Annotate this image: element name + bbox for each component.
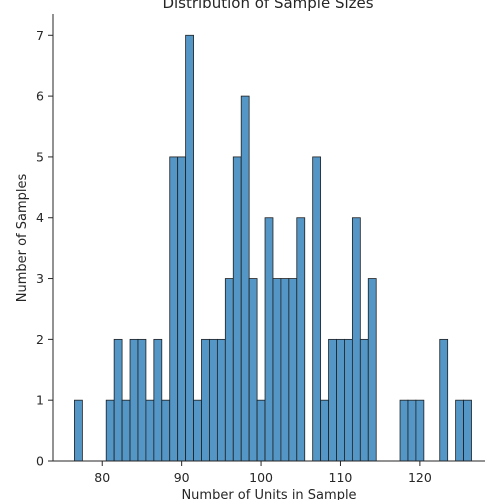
x-ticks-group: 80 90 100 110 120 <box>94 461 432 485</box>
y-tick-label-3: 3 <box>36 271 44 286</box>
histogram-bar-34 <box>399 399 409 462</box>
histogram-bar-7 <box>153 338 163 462</box>
y-tick-label-5: 5 <box>36 149 44 164</box>
histogram-bar-33 <box>367 278 377 462</box>
y-ticks-group: 0 1 2 3 4 5 6 7 <box>36 28 53 469</box>
histogram-bar-25 <box>296 217 306 462</box>
x-tick-label-2: 100 <box>249 470 273 485</box>
histogram-bar-14 <box>209 338 218 462</box>
histogram-bar-3 <box>121 399 131 462</box>
x-axis-title: Number of Units in Sample <box>181 488 356 500</box>
histogram-bar-30 <box>344 338 353 462</box>
histogram-bar-26 <box>312 156 322 462</box>
histogram-bar-8 <box>161 399 171 462</box>
histogram-bar-18 <box>240 95 250 462</box>
histogram-bar-2 <box>113 338 123 462</box>
histogram-bar-38 <box>455 399 464 462</box>
histogram-bar-28 <box>328 338 337 462</box>
histogram-bar-13 <box>201 338 210 462</box>
histogram-bar-1 <box>105 399 115 462</box>
histogram-bar-35 <box>407 399 417 462</box>
y-tick-label-0: 0 <box>36 454 44 469</box>
x-tick-label-3: 110 <box>329 470 353 485</box>
histogram-bar-27 <box>320 399 329 462</box>
histogram-bar-0 <box>74 399 83 462</box>
x-tick-label-0: 80 <box>94 470 110 485</box>
histogram-bar-11 <box>185 34 194 462</box>
histogram-bar-22 <box>272 278 282 462</box>
histogram-bar-37 <box>439 338 449 462</box>
y-tick-label-2: 2 <box>36 332 44 347</box>
x-tick-label-4: 120 <box>408 470 432 485</box>
y-tick-label-4: 4 <box>36 210 44 225</box>
histogram-bar-15 <box>216 338 226 462</box>
histogram-bar-9 <box>169 156 179 462</box>
histogram-bar-19 <box>248 278 258 462</box>
y-tick-label-6: 6 <box>36 89 44 104</box>
histogram-bar-23 <box>280 278 290 462</box>
x-tick-label-1: 90 <box>174 470 190 485</box>
histogram-bar-36 <box>415 399 425 462</box>
y-tick-label-7: 7 <box>36 28 44 43</box>
chart-title: Distribution of Sample Sizes <box>162 0 373 12</box>
histogram-bar-12 <box>193 399 202 462</box>
histogram-bar-31 <box>351 217 361 462</box>
bars-group <box>74 34 472 462</box>
histogram-bar-24 <box>288 278 298 462</box>
histogram-bar-21 <box>264 217 274 462</box>
histogram-bar-32 <box>359 338 369 462</box>
histogram-bar-29 <box>336 338 345 462</box>
y-tick-label-1: 1 <box>36 393 44 408</box>
histogram-bar-16 <box>224 278 234 462</box>
histogram-bar-17 <box>232 156 242 462</box>
histogram-bar-5 <box>137 338 147 462</box>
histogram-bar-39 <box>463 399 472 462</box>
histogram-bar-20 <box>256 399 266 462</box>
histogram-bar-6 <box>145 399 155 462</box>
histogram-bar-4 <box>129 338 139 462</box>
histogram-bar-10 <box>177 156 187 462</box>
y-axis-title: Number of Samples <box>15 174 30 303</box>
